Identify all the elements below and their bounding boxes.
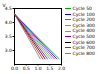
svg-text:0.0: 0.0 — [11, 66, 18, 71]
html-text:Cycle 200: Cycle 200 — [72, 17, 95, 23]
svg-text:0.5: 0.5 — [23, 66, 30, 71]
html-text:Cycle 500: Cycle 500 — [72, 34, 95, 39]
svg-text:2.0: 2.0 — [58, 66, 65, 71]
html-text:Cycle 50: Cycle 50 — [72, 6, 92, 11]
svg-text:1.5: 1.5 — [46, 66, 53, 71]
html-text:Cycle 600: Cycle 600 — [72, 39, 95, 45]
html-text:Cycle 700: Cycle 700 — [72, 45, 95, 51]
svg-text:4.5: 4.5 — [5, 6, 12, 11]
html-text:Cycle 400: Cycle 400 — [72, 28, 95, 34]
html-text:Cycle 300: Cycle 300 — [72, 22, 95, 28]
html-text:Cycle 100: Cycle 100 — [72, 11, 95, 17]
html-text:Cycle 800: Cycle 800 — [72, 50, 95, 56]
svg-text:4.0: 4.0 — [5, 20, 12, 25]
svg-text:V: V — [3, 3, 7, 8]
svg-text:1.0: 1.0 — [34, 66, 41, 71]
svg-text:3.0: 3.0 — [5, 48, 12, 53]
svg-text:3.5: 3.5 — [5, 34, 12, 39]
